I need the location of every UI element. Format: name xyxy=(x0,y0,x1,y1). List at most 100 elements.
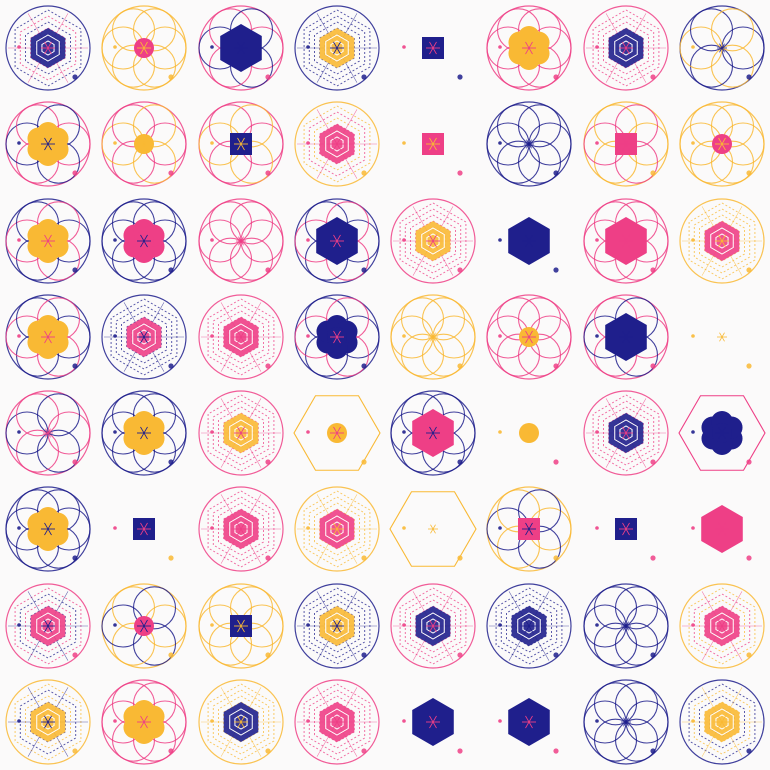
inner-hex xyxy=(324,708,349,736)
outer-ring xyxy=(197,294,284,380)
side-mark xyxy=(113,430,118,434)
inner-hex xyxy=(613,419,638,447)
pattern-tile xyxy=(101,582,187,669)
petal-ring xyxy=(497,104,541,148)
pattern-tile xyxy=(390,294,476,380)
center-spark xyxy=(717,619,726,632)
outer-ring xyxy=(197,390,284,476)
side-mark xyxy=(209,718,214,723)
petal-ring xyxy=(133,585,177,629)
center-spark xyxy=(236,41,245,55)
pattern-tile xyxy=(594,518,656,561)
center-spark xyxy=(525,330,534,344)
pattern-tile xyxy=(498,423,559,465)
side-mark xyxy=(498,237,503,242)
hex-frame xyxy=(293,395,381,471)
petal-ring xyxy=(593,585,637,629)
corner-mark xyxy=(264,651,271,658)
corner-mark xyxy=(553,555,559,561)
pattern-tile xyxy=(197,486,284,572)
center-spark xyxy=(525,426,534,440)
pattern-tile xyxy=(582,101,669,187)
center-spark xyxy=(621,330,630,344)
pattern-tile xyxy=(679,197,765,284)
corner-mark xyxy=(168,266,174,273)
outer-ring xyxy=(679,582,765,669)
center-spark xyxy=(621,234,630,247)
inner-hex xyxy=(330,521,344,537)
corner-mark xyxy=(553,170,559,176)
corner-mark xyxy=(553,363,559,369)
corner-mark xyxy=(264,459,271,465)
side-mark xyxy=(17,622,21,627)
outer-ring xyxy=(5,679,91,765)
corner-mark xyxy=(649,459,656,465)
corner-mark xyxy=(72,555,78,561)
inner-hex xyxy=(41,714,55,730)
pattern-tile xyxy=(679,5,765,91)
pattern-tile xyxy=(294,582,380,669)
inner-hex xyxy=(330,617,344,634)
corner-mark xyxy=(168,74,174,80)
center-spark xyxy=(44,137,52,151)
hex-frame xyxy=(389,491,477,568)
outer-ring xyxy=(679,679,765,765)
petal-ring xyxy=(497,297,541,341)
petal-ring xyxy=(36,393,81,437)
center-spark xyxy=(717,137,726,151)
side-mark xyxy=(690,141,695,146)
corner-mark xyxy=(72,74,78,80)
outer-ring xyxy=(197,679,284,765)
outer-ring xyxy=(486,582,572,669)
pattern-tile xyxy=(197,679,284,765)
pattern-tile xyxy=(582,390,669,476)
inner-hex xyxy=(426,617,440,634)
side-mark xyxy=(113,718,118,723)
center-spark xyxy=(332,715,341,729)
inner-hex xyxy=(618,40,633,56)
petal-ring xyxy=(112,104,156,148)
outer-ring xyxy=(294,5,380,91)
corner-mark xyxy=(649,651,656,658)
side-mark xyxy=(402,45,406,49)
center-spark xyxy=(140,426,149,440)
pattern-tile xyxy=(101,294,187,380)
pattern-tile xyxy=(402,37,463,80)
center-spark xyxy=(332,619,341,632)
side-mark xyxy=(690,526,695,531)
inner-hex xyxy=(137,329,151,345)
corner-mark xyxy=(746,266,752,273)
pattern-tile xyxy=(582,582,669,669)
center-spark xyxy=(429,619,437,632)
center-spark xyxy=(525,234,534,247)
corner-mark xyxy=(264,266,271,273)
petal-ring xyxy=(133,104,177,148)
hex-frame xyxy=(678,395,766,471)
pattern-tile xyxy=(486,5,572,91)
corner-mark xyxy=(457,555,463,561)
inner-hex xyxy=(618,425,633,441)
center-spark xyxy=(140,619,149,632)
inner-hex xyxy=(330,714,344,730)
inner-hex xyxy=(228,419,253,447)
petal-ring xyxy=(229,200,273,244)
side-mark xyxy=(594,237,599,242)
inner-hex xyxy=(228,515,253,543)
corner-mark xyxy=(649,555,656,561)
pattern-tile xyxy=(678,395,766,471)
center-spark xyxy=(140,41,149,55)
petal-ring xyxy=(689,8,733,52)
center-spark xyxy=(621,426,630,440)
corner-mark xyxy=(457,266,463,273)
pattern-tile xyxy=(690,332,752,369)
center-spark xyxy=(717,522,726,536)
side-mark xyxy=(402,237,406,242)
center-spark xyxy=(429,426,437,440)
center-spark xyxy=(717,426,726,440)
pattern-tile xyxy=(5,294,91,380)
side-mark xyxy=(305,430,310,434)
pattern-tile xyxy=(402,697,463,754)
corner-mark xyxy=(72,459,78,465)
inner-hex xyxy=(709,611,734,640)
corner-mark xyxy=(361,266,367,273)
